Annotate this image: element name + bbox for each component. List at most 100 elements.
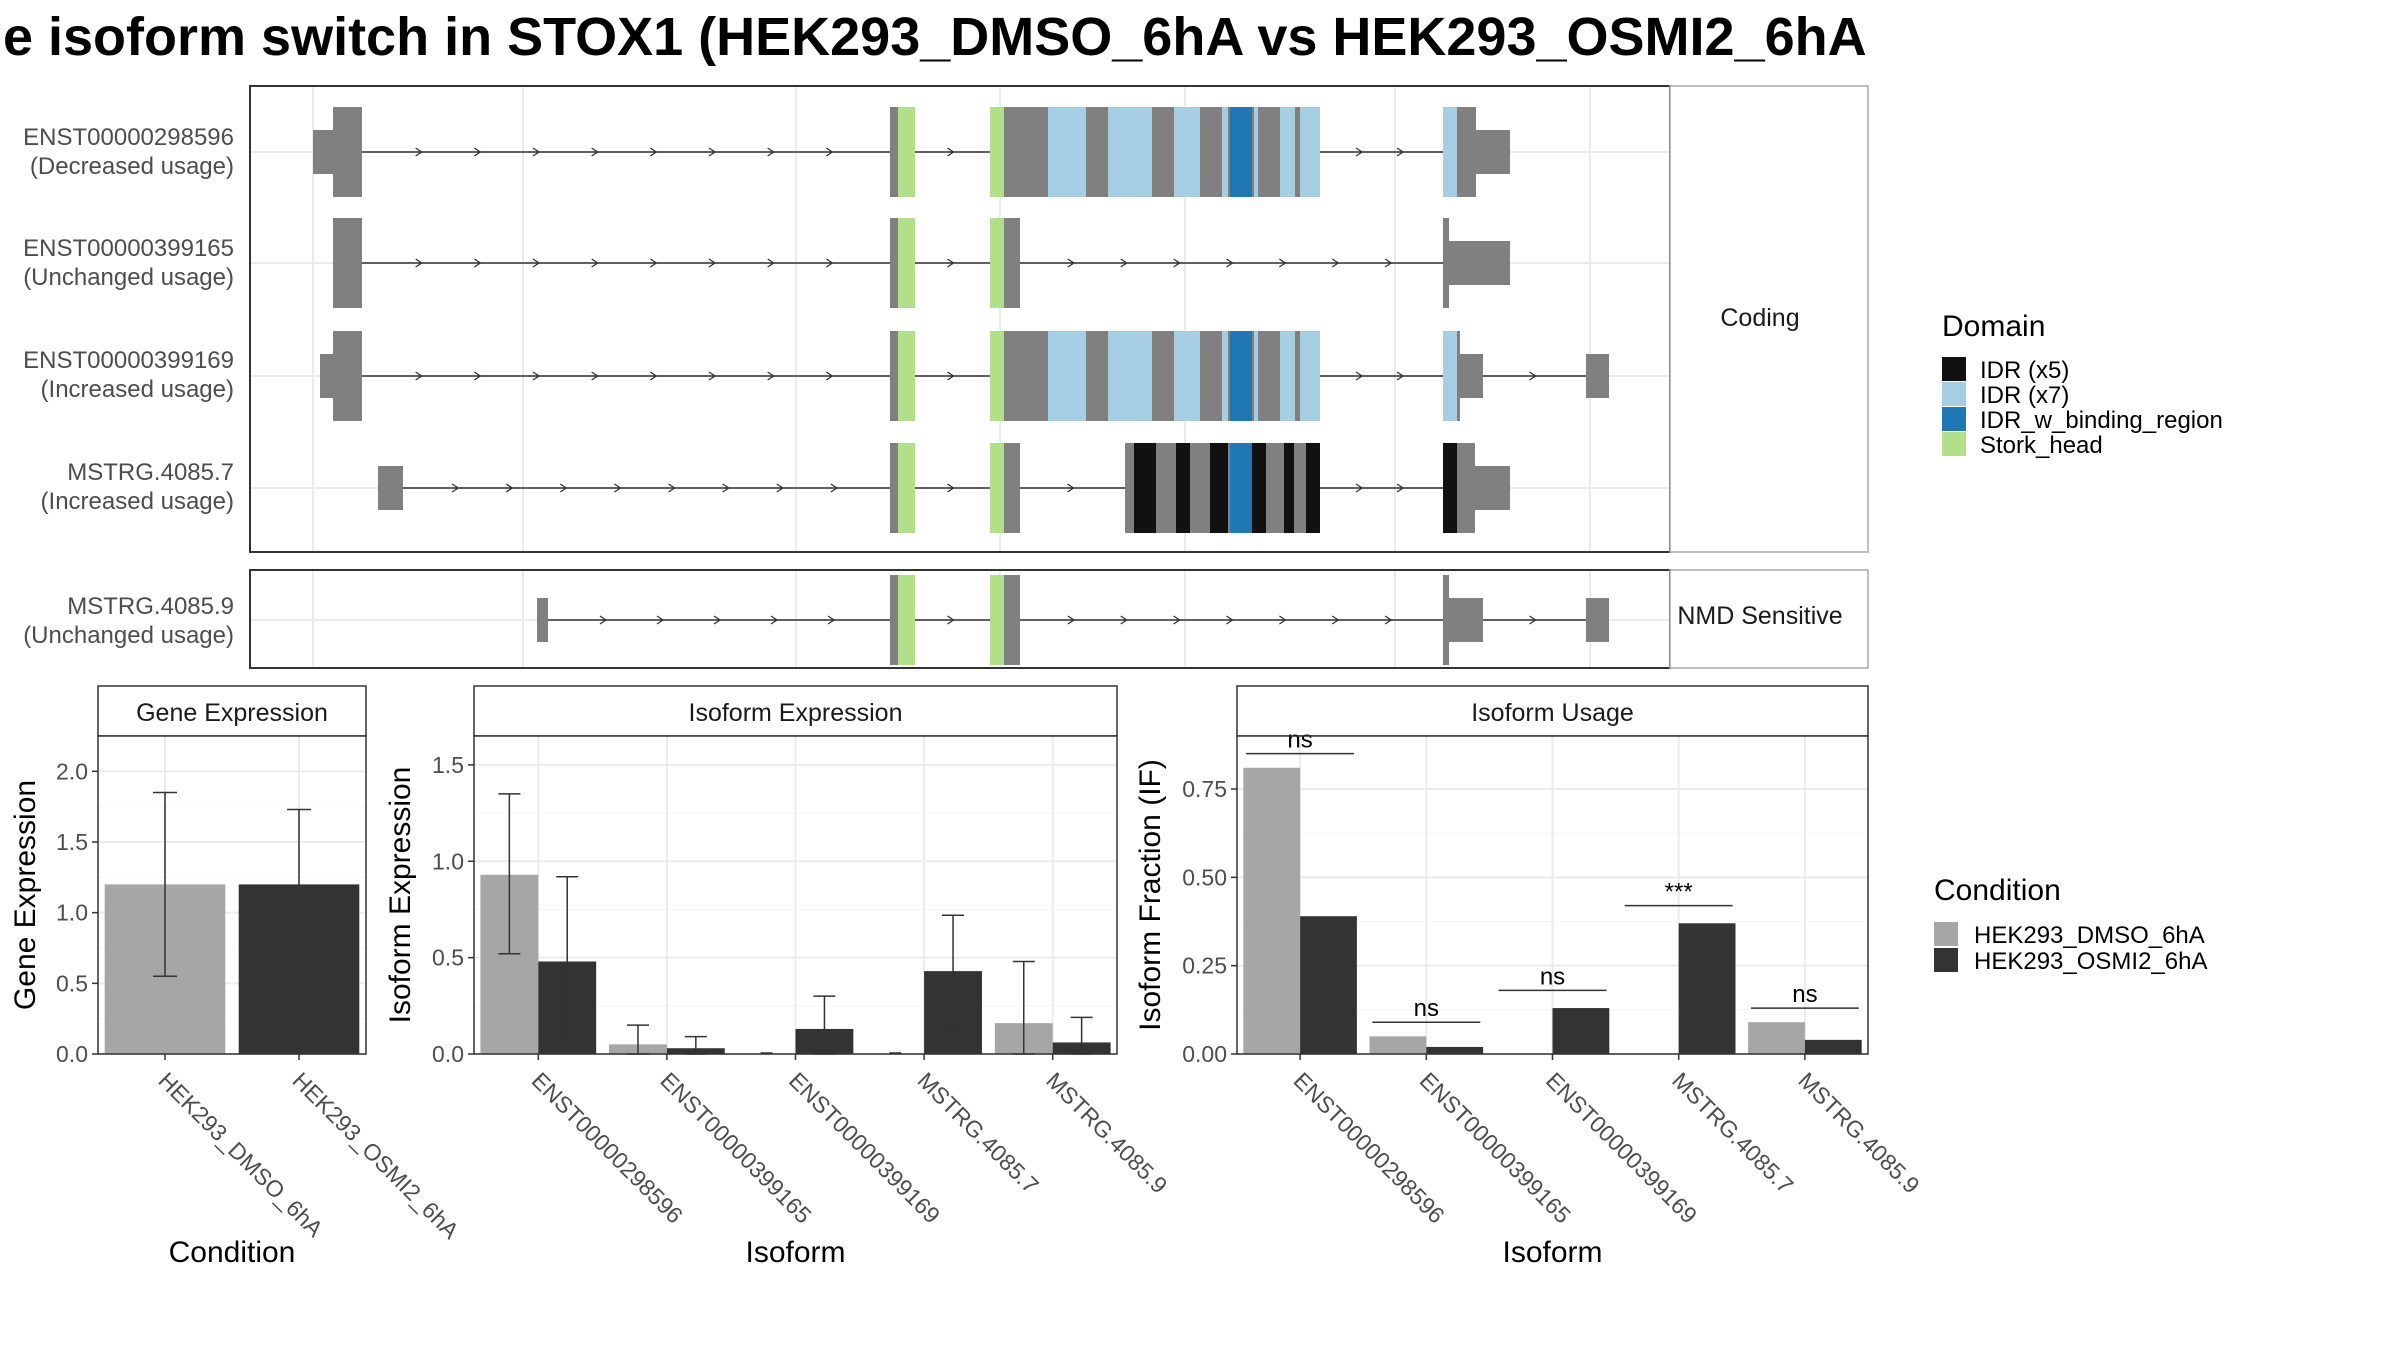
x-axis-title: Isoform — [1502, 1236, 1602, 1269]
idr-domain — [1280, 107, 1295, 197]
intron-arrow — [1173, 615, 1181, 625]
coding-panel-frame — [249, 85, 1671, 553]
utr-exon — [1476, 130, 1510, 174]
intron-arrow — [1384, 258, 1393, 268]
idr-domain — [1306, 443, 1320, 533]
intron-arrow — [599, 615, 608, 625]
intron-arrow — [1396, 371, 1405, 381]
panel-title: Gene Expression — [136, 699, 328, 727]
idr-domain — [1443, 107, 1457, 197]
intron-arrow — [668, 483, 676, 493]
stork-head-domain — [990, 443, 1004, 533]
intron-arrow — [1067, 258, 1076, 268]
legend-swatch-dmso — [1934, 922, 1958, 946]
stork-head-domain — [990, 107, 1004, 197]
intron-arrow — [591, 371, 599, 381]
idr-domain — [1048, 107, 1086, 197]
intron-arrow — [1529, 615, 1537, 625]
intron-arrow — [770, 615, 779, 625]
legend-label-dmso: HEK293_DMSO_6hA — [1974, 922, 2205, 949]
transcript-id-label: MSTRG.4085.7 — [67, 459, 234, 486]
intron-arrow — [1396, 483, 1405, 493]
intron-arrow — [591, 258, 599, 268]
significance-label: ns — [1287, 727, 1312, 754]
condition-legend: Condition HEK293_DMSO_6hA HEK293_OSMI2_6… — [1934, 874, 2207, 975]
exon — [1004, 443, 1020, 533]
bar — [1369, 1036, 1427, 1054]
idr-domain — [1254, 107, 1258, 197]
utr-exon — [1586, 598, 1609, 642]
intron-arrow — [1384, 615, 1393, 625]
exon — [333, 331, 362, 421]
intron-arrow — [825, 147, 834, 157]
chart-panel-1: Isoform Expression0.00.51.01.5ENST000002… — [384, 685, 1173, 1269]
legend-label-osmi2: HEK293_OSMI2_6hA — [1974, 948, 2207, 975]
idr-domain — [1284, 443, 1294, 533]
idr-domain — [1176, 443, 1190, 533]
stork-head-domain — [898, 218, 915, 308]
condition-legend-title: Condition — [1934, 874, 2061, 907]
idr-domain — [1174, 107, 1200, 197]
bar — [1300, 916, 1357, 1054]
intron-arrow — [830, 483, 839, 493]
utr-exon — [537, 598, 548, 642]
y-tick-label: 2.0 — [56, 758, 88, 784]
utr-exon — [1586, 354, 1609, 398]
intron-arrow — [722, 483, 730, 493]
intron-arrow — [473, 258, 482, 268]
y-tick-label: 0.5 — [432, 945, 464, 971]
utr-exon — [320, 354, 333, 398]
panel-title: Isoform Expression — [689, 699, 903, 727]
x-tick-label: MSTRG.4085.7 — [913, 1067, 1044, 1198]
exon — [1457, 331, 1460, 421]
utr-exon — [313, 130, 333, 174]
x-axis-title: Isoform — [745, 1236, 845, 1269]
intron-arrow — [1067, 615, 1076, 625]
stork-head-domain — [990, 575, 1004, 665]
intron-arrow — [649, 371, 658, 381]
intron-arrow — [649, 258, 658, 268]
intron-arrow — [1355, 147, 1364, 157]
idr-binding-region — [1230, 443, 1252, 533]
intron-arrow — [532, 371, 541, 381]
legend-swatch-idr-binding-region — [1942, 407, 1966, 431]
intron-arrow — [1120, 258, 1128, 268]
idr-domain — [1108, 107, 1152, 197]
exon — [333, 218, 362, 308]
y-tick-label: 1.5 — [56, 829, 88, 855]
exon — [1443, 218, 1449, 308]
utr-exon — [1475, 466, 1510, 510]
intron-arrow — [825, 258, 834, 268]
facet-label-coding: Coding — [1720, 304, 1799, 332]
exon — [1004, 218, 1020, 308]
bar — [1804, 1039, 1862, 1054]
utr-exon — [1449, 598, 1483, 642]
y-tick-label: 1.0 — [56, 900, 88, 926]
transcript-usage-label: (Increased usage) — [41, 376, 234, 403]
y-tick-label: 0.00 — [1182, 1041, 1227, 1067]
intron-arrow — [532, 258, 541, 268]
intron-arrow — [708, 258, 717, 268]
y-tick-label: 0.50 — [1182, 864, 1227, 890]
intron-arrow — [825, 371, 834, 381]
exon — [333, 107, 362, 197]
idr-domain — [1134, 443, 1156, 533]
transcript-id-label: MSTRG.4085.9 — [67, 593, 234, 620]
transcript-labels: ENST00000298596 (Decreased usage) ENST00… — [23, 124, 234, 649]
idr-domain — [1108, 331, 1152, 421]
idr-domain — [1443, 443, 1457, 533]
intron-arrow — [713, 615, 722, 625]
intron-arrow — [1529, 371, 1537, 381]
x-tick-label: MSTRG.4085.9 — [1041, 1067, 1172, 1198]
transcript-structure-panel — [249, 85, 1869, 669]
intron-arrow — [591, 147, 599, 157]
transcript-usage-label: (Unchanged usage) — [23, 264, 234, 291]
bar — [1748, 1022, 1805, 1054]
exon — [1443, 575, 1449, 665]
y-tick-label: 1.5 — [432, 752, 464, 778]
exon — [1460, 107, 1476, 197]
intron-arrow — [1173, 258, 1181, 268]
intron-arrow — [473, 371, 482, 381]
idr-domain — [1300, 331, 1320, 421]
utr-exon — [378, 466, 403, 510]
